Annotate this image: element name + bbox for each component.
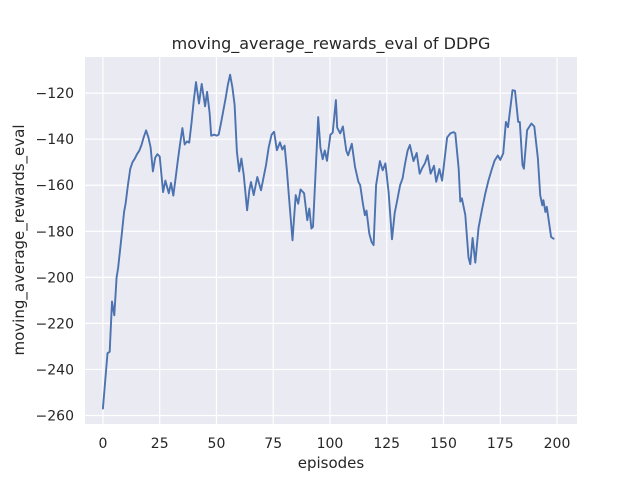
gridlines [85, 57, 577, 424]
y-tick-label: −220 [36, 316, 74, 332]
y-tick-label: −160 [36, 178, 74, 194]
y-tick-label: −120 [36, 86, 74, 102]
y-tick-label: −180 [36, 224, 74, 240]
x-tick-label: 0 [98, 436, 107, 452]
y-tick-label: −260 [36, 408, 74, 424]
y-axis-label: moving_average_rewards_eval [10, 124, 28, 356]
x-tick-label: 150 [430, 436, 457, 452]
x-tick-label: 175 [487, 436, 514, 452]
x-tick-label: 200 [544, 436, 571, 452]
x-tick-label: 75 [264, 436, 282, 452]
y-tick-label: −200 [36, 270, 74, 286]
chart-title: moving_average_rewards_eval of DDPG [171, 34, 491, 53]
x-tick-labels: 0 25 50 75 100 125 150 175 200 [98, 436, 570, 452]
x-axis-label: episodes [297, 454, 365, 472]
x-tick-label: 125 [373, 436, 400, 452]
y-tick-labels: −120 −140 −160 −180 −200 −220 −240 −260 [36, 86, 74, 424]
x-tick-label: 25 [151, 436, 169, 452]
y-tick-label: −140 [36, 132, 74, 148]
x-tick-label: 50 [208, 436, 226, 452]
x-tick-label: 100 [317, 436, 344, 452]
plot-area [85, 57, 577, 424]
reward-line [101, 73, 555, 410]
y-tick-label: −240 [36, 362, 74, 378]
